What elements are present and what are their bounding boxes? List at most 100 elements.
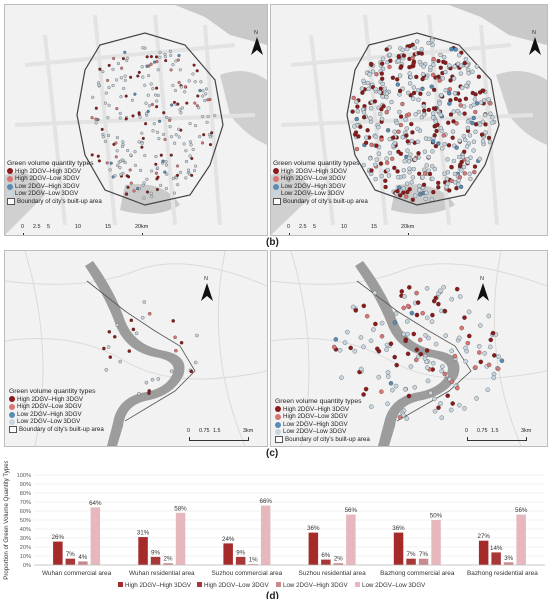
map-point xyxy=(430,42,435,47)
map-point xyxy=(439,415,445,420)
data-label: 50% xyxy=(430,513,443,520)
map-point xyxy=(361,162,366,168)
map-point xyxy=(404,133,409,138)
map-point xyxy=(106,116,110,120)
map-point xyxy=(366,86,371,92)
map-point xyxy=(155,99,159,103)
map-point xyxy=(416,97,421,102)
data-label: 36% xyxy=(392,525,405,532)
map-point xyxy=(463,57,469,62)
map-point xyxy=(412,385,417,390)
map-point xyxy=(122,86,126,91)
x-tick-label: Wuhan residential area xyxy=(129,570,195,577)
x-tick-label: Suzhou commercial area xyxy=(212,570,283,577)
map-point xyxy=(384,347,389,352)
map-point xyxy=(154,171,158,175)
map-point xyxy=(380,94,385,99)
map-point xyxy=(378,86,383,91)
map-point xyxy=(401,174,407,179)
map-point xyxy=(420,72,426,77)
map-point xyxy=(468,176,473,182)
map-point xyxy=(396,129,401,134)
map-point xyxy=(96,154,100,158)
legend-item: Boundary of city's built-up area xyxy=(9,426,104,434)
map-point xyxy=(379,71,384,76)
map-point xyxy=(126,148,130,153)
legend-c-left: Green volume quantity types High 2DGV–Hi… xyxy=(9,388,104,434)
map-point xyxy=(422,149,428,154)
map-point xyxy=(154,93,158,97)
map-point xyxy=(488,111,493,116)
map-point xyxy=(402,294,407,299)
map-point xyxy=(473,129,478,134)
map-point xyxy=(173,335,177,340)
data-label: 9% xyxy=(236,549,245,556)
map-point xyxy=(486,362,492,368)
map-point xyxy=(372,290,378,296)
y-tick-label: 10% xyxy=(20,554,31,560)
map-point xyxy=(134,331,139,336)
map-point xyxy=(168,49,172,53)
map-point xyxy=(396,58,401,64)
map-point xyxy=(189,143,193,147)
map-point xyxy=(444,184,449,190)
map-point xyxy=(149,55,153,59)
map-point xyxy=(462,60,467,66)
map-point xyxy=(361,303,367,309)
map-point xyxy=(432,166,437,172)
map-point xyxy=(387,45,392,50)
map-point xyxy=(150,102,154,107)
map-point xyxy=(131,114,135,118)
map-point xyxy=(433,119,438,124)
map-point xyxy=(162,111,166,115)
data-label: 31% xyxy=(137,530,150,537)
map-point xyxy=(374,157,379,162)
data-label: 26% xyxy=(52,534,65,541)
map-point xyxy=(128,168,132,172)
map-point xyxy=(384,91,390,96)
map-point xyxy=(446,143,452,148)
map-point xyxy=(447,91,452,96)
map-point xyxy=(374,72,379,77)
map-point xyxy=(386,173,392,178)
bar xyxy=(406,558,416,565)
map-point xyxy=(372,99,378,104)
map-point xyxy=(352,348,358,354)
map-point xyxy=(177,80,181,85)
map-point xyxy=(176,58,180,62)
map-point xyxy=(458,63,464,68)
map-point xyxy=(147,104,151,108)
map-point xyxy=(185,101,189,105)
map-point xyxy=(353,130,359,135)
map-point xyxy=(396,54,401,60)
legend-label: High 2DGV–High 3DGV xyxy=(125,582,192,589)
map-point xyxy=(430,360,436,366)
map-point xyxy=(412,157,418,162)
map-point xyxy=(174,133,178,137)
map-point xyxy=(388,381,394,386)
map-point xyxy=(457,175,463,180)
data-label: 36% xyxy=(307,525,320,532)
map-point xyxy=(407,65,412,70)
map-point xyxy=(392,354,397,360)
map-point xyxy=(418,91,423,96)
map-point xyxy=(409,180,414,185)
map-point xyxy=(190,173,194,177)
map-point xyxy=(107,330,112,334)
map-point xyxy=(462,149,467,154)
map-point xyxy=(392,165,397,171)
map-point xyxy=(382,86,387,91)
legend-item: Low 2DGV–Low 3DGV xyxy=(275,428,370,436)
map-point xyxy=(491,371,497,377)
map-point xyxy=(193,360,198,365)
legend-item: High 2DGV–Low 3DGV xyxy=(273,175,368,183)
map-point xyxy=(373,321,378,327)
map-point xyxy=(449,164,454,170)
map-point xyxy=(414,290,419,296)
map-point xyxy=(175,164,180,168)
map-point xyxy=(108,355,113,359)
map-point xyxy=(129,153,133,157)
map-point xyxy=(97,83,101,87)
map-point xyxy=(442,308,448,314)
map-point xyxy=(395,77,400,82)
